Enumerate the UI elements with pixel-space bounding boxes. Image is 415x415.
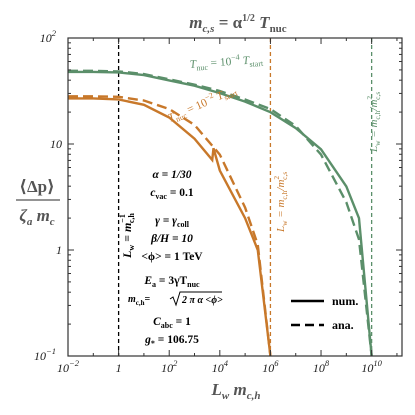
axis-ticks: 10−2 1 102 104 106 108 1010 10−1 1 10 102 [34, 28, 403, 375]
green-curve-label: Tnuc = 10−4 Tstart [189, 51, 264, 73]
y-tick-label: 102 [40, 28, 57, 45]
parameter-block: α = 1/30 cvac = 0.1 γ = γcoll β/H = 10 <… [128, 169, 223, 348]
param-ea: Ea = 3γTnuc [143, 275, 200, 289]
param-mch-radicand: 2 π α <ϕ> [181, 295, 223, 306]
legend-label-ana: ana. [332, 318, 354, 332]
y-axis-label: ⟨Δp⟩ ζa mc [16, 177, 60, 228]
chart-title: mc,s = α1/2 Tnuc [189, 13, 287, 35]
orange-vline-label: Lw = mc,h/m2c,s [272, 172, 289, 233]
legend: num. ana. [291, 294, 358, 332]
x-tick-label: 108 [313, 358, 330, 375]
x-tick-label: 102 [161, 358, 178, 375]
y-tick-label: 1 [56, 243, 62, 257]
x-tick-label: 106 [262, 358, 279, 375]
param-phi: <ϕ> = 1 TeV [141, 251, 203, 263]
param-mch: mc,h= [128, 294, 151, 307]
param-beta: β/H = 10 [150, 233, 193, 245]
x-axis-label: Lw mc,h [211, 380, 261, 402]
param-cabc: Cabc = 1 [153, 316, 191, 330]
series-line-0 [68, 70, 373, 356]
plot-frame [67, 37, 403, 357]
sqrt-sign [169, 291, 222, 307]
green-vline-label: Lw = mc,h/m2c,s [365, 92, 382, 153]
x-tick-label: 1010 [361, 358, 382, 375]
param-gamma: γ = γcoll [155, 215, 190, 229]
y-tick-label: 10−1 [34, 346, 56, 363]
x-tick-label: 1 [116, 361, 122, 375]
x-tick-label: 104 [212, 358, 229, 375]
legend-label-num: num. [332, 294, 358, 308]
series-line-2 [68, 97, 272, 356]
black-vline-label: Lw = m−1c,h [118, 213, 136, 259]
y-tick-label: 10 [50, 137, 62, 151]
series-line-3 [68, 95, 272, 356]
x-tick-label: 10−2 [57, 358, 80, 375]
param-alpha: α = 1/30 [152, 169, 191, 181]
series-line-1 [68, 69, 373, 356]
svg-text:ζa mc: ζa mc [19, 206, 54, 228]
plot-area [68, 38, 373, 356]
param-cvac: cvac = 0.1 [150, 187, 194, 201]
svg-text:⟨Δp⟩: ⟨Δp⟩ [19, 177, 55, 196]
param-gstar: g* = 106.75 [144, 334, 199, 348]
